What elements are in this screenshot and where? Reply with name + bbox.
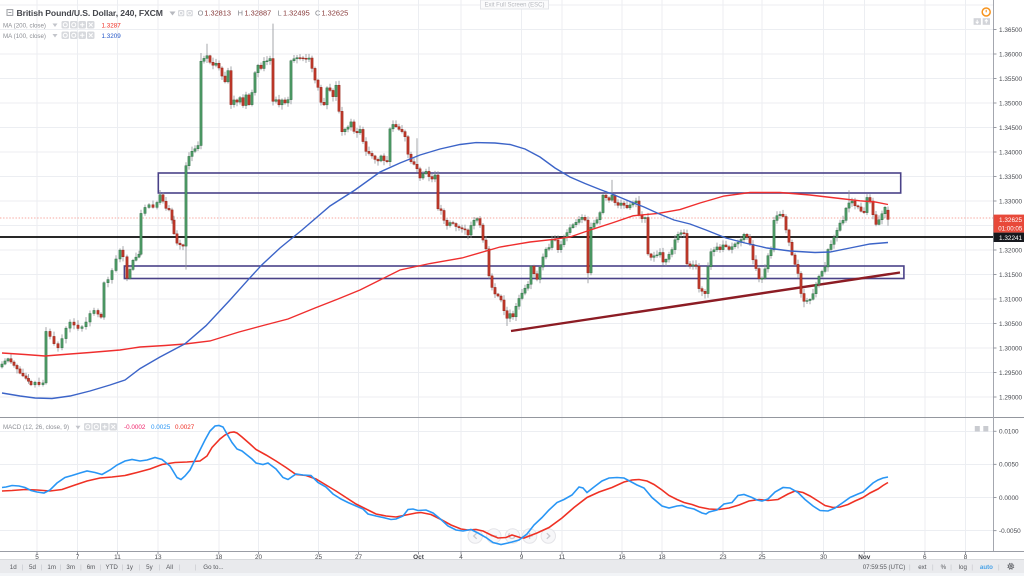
svg-text:|: | xyxy=(41,564,43,571)
svg-text:1.31000: 1.31000 xyxy=(999,296,1023,303)
svg-text:20: 20 xyxy=(255,554,263,561)
svg-text:Exit Full Screen (ESC): Exit Full Screen (ESC) xyxy=(484,3,544,9)
svg-text:|: | xyxy=(80,564,82,571)
svg-text:1.33000: 1.33000 xyxy=(999,198,1023,205)
svg-text:1.30500: 1.30500 xyxy=(999,321,1023,328)
svg-text:1d: 1d xyxy=(10,564,17,571)
svg-text:1.32887: 1.32887 xyxy=(245,9,272,18)
svg-text:5d: 5d xyxy=(29,564,36,571)
svg-text:|: | xyxy=(932,564,934,571)
svg-text:23: 23 xyxy=(719,554,727,561)
svg-text:|: | xyxy=(138,564,140,571)
svg-text:27: 27 xyxy=(355,554,363,561)
svg-text:11: 11 xyxy=(559,554,566,561)
svg-text:18: 18 xyxy=(658,554,666,561)
svg-text:1.32813: 1.32813 xyxy=(204,9,231,18)
svg-text:|: | xyxy=(159,564,161,571)
svg-text:YTD: YTD xyxy=(106,564,119,571)
svg-text:|: | xyxy=(60,564,62,571)
svg-text:1.31500: 1.31500 xyxy=(999,272,1023,279)
svg-text:auto: auto xyxy=(980,564,993,571)
svg-text:L: L xyxy=(278,9,282,18)
svg-text:6: 6 xyxy=(923,554,927,561)
svg-text:Nov: Nov xyxy=(858,554,871,561)
svg-text:MA (200, close): MA (200, close) xyxy=(3,22,46,29)
svg-text:0.0000: 0.0000 xyxy=(999,495,1019,502)
svg-text:|: | xyxy=(971,564,973,571)
svg-text:ext: ext xyxy=(918,564,927,571)
svg-text:0.0100: 0.0100 xyxy=(999,429,1019,436)
svg-text:1y: 1y xyxy=(126,564,133,571)
svg-text:7: 7 xyxy=(76,554,80,561)
svg-text:8: 8 xyxy=(964,554,968,561)
svg-text:1.33500: 1.33500 xyxy=(999,174,1023,181)
svg-text:30: 30 xyxy=(820,554,828,561)
svg-text:18: 18 xyxy=(215,554,223,561)
svg-text:|: | xyxy=(99,564,101,571)
svg-text:MACD (12, 26, close, 9): MACD (12, 26, close, 9) xyxy=(3,424,69,431)
svg-text:|: | xyxy=(998,564,1000,571)
svg-text:|: | xyxy=(179,564,181,571)
svg-text:|: | xyxy=(909,564,911,571)
svg-text:1.32625: 1.32625 xyxy=(322,9,349,18)
svg-text:|: | xyxy=(22,564,24,571)
svg-text:1.30000: 1.30000 xyxy=(999,345,1023,352)
svg-text:Oct: Oct xyxy=(413,554,425,561)
svg-text:0.0050: 0.0050 xyxy=(999,462,1019,469)
svg-text:01:00:05: 01:00:05 xyxy=(998,226,1023,233)
svg-text:O: O xyxy=(198,9,204,18)
svg-text:1.29500: 1.29500 xyxy=(999,370,1023,377)
svg-text:H: H xyxy=(238,9,243,18)
svg-text:1.36000: 1.36000 xyxy=(999,51,1023,58)
svg-text:C: C xyxy=(315,9,321,18)
svg-text:3m: 3m xyxy=(66,564,75,571)
svg-text:|: | xyxy=(195,564,197,571)
svg-text:25: 25 xyxy=(315,554,323,561)
svg-text:5y: 5y xyxy=(146,564,153,571)
svg-text:-0.0050: -0.0050 xyxy=(999,528,1021,535)
svg-text:1.29000: 1.29000 xyxy=(999,394,1023,401)
svg-text:13: 13 xyxy=(154,554,162,561)
svg-text:1.35000: 1.35000 xyxy=(999,100,1023,107)
svg-text:log: log xyxy=(959,564,968,571)
svg-text:1.32241: 1.32241 xyxy=(999,235,1023,242)
svg-text:-0.0002: -0.0002 xyxy=(124,424,146,431)
svg-text:1.3209: 1.3209 xyxy=(102,33,122,40)
svg-text:1.3287: 1.3287 xyxy=(102,22,122,29)
svg-text:6m: 6m xyxy=(87,564,96,571)
svg-text:|: | xyxy=(122,564,124,571)
svg-text:4: 4 xyxy=(459,554,463,561)
svg-text:0.0025: 0.0025 xyxy=(151,424,171,431)
svg-text:11: 11 xyxy=(114,554,121,561)
svg-text:1.32625: 1.32625 xyxy=(999,217,1023,224)
svg-text:9: 9 xyxy=(520,554,524,561)
svg-text:British Pound/U.S. Dollar, 240: British Pound/U.S. Dollar, 240, FXCM xyxy=(17,8,163,18)
svg-text:1.36500: 1.36500 xyxy=(999,27,1023,34)
svg-text:Go to...: Go to... xyxy=(203,564,224,571)
svg-text:%: % xyxy=(941,564,947,571)
svg-text:0.0027: 0.0027 xyxy=(175,424,195,431)
svg-text:07:59:55 (UTC): 07:59:55 (UTC) xyxy=(863,564,906,571)
svg-text:1.34000: 1.34000 xyxy=(999,149,1023,156)
svg-text:1m: 1m xyxy=(47,564,56,571)
svg-text:5: 5 xyxy=(35,554,39,561)
svg-text:16: 16 xyxy=(618,554,626,561)
svg-text:|: | xyxy=(950,564,952,571)
svg-text:1.32000: 1.32000 xyxy=(999,247,1023,254)
svg-text:1.34500: 1.34500 xyxy=(999,125,1023,132)
svg-text:25: 25 xyxy=(758,554,766,561)
svg-text:1.32495: 1.32495 xyxy=(283,9,310,18)
svg-text:All: All xyxy=(166,564,173,571)
svg-text:MA (100, close): MA (100, close) xyxy=(3,33,46,40)
svg-text:1.35500: 1.35500 xyxy=(999,76,1023,83)
